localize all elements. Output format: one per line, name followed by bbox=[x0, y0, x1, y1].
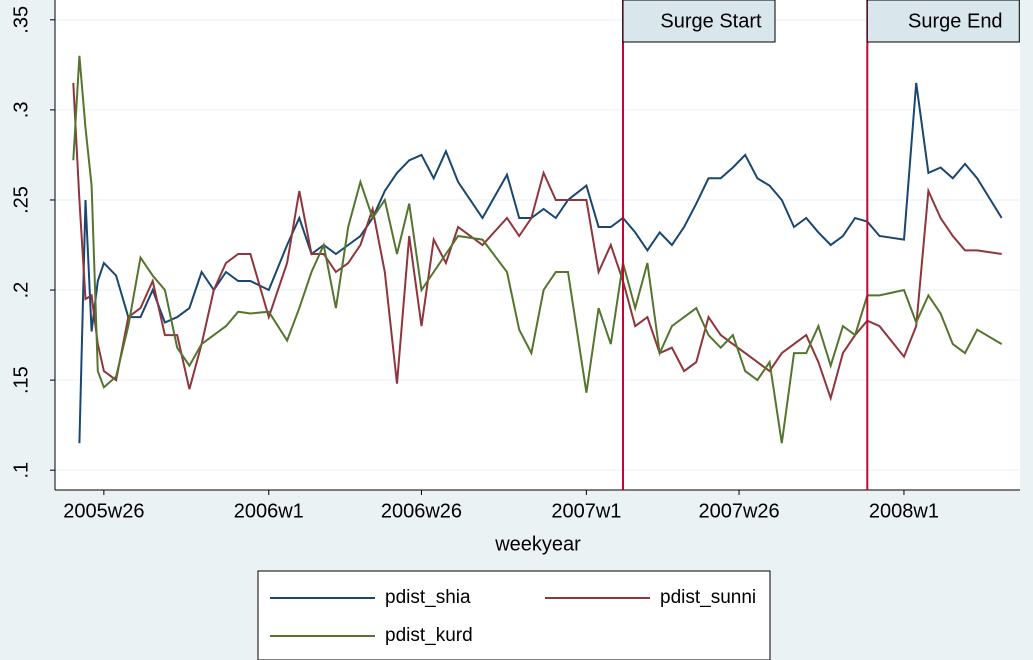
y-tick-label: .15 bbox=[10, 366, 32, 394]
x-tick-label: 2007w1 bbox=[551, 500, 621, 522]
annotation-box bbox=[866, 0, 1020, 43]
y-tick-label: .1 bbox=[10, 462, 32, 479]
y-tick-label: .35 bbox=[10, 6, 32, 34]
legend-label: pdist_kurd bbox=[385, 625, 473, 646]
y-tick-label: .3 bbox=[10, 102, 32, 119]
plot-area bbox=[55, 0, 1020, 490]
annotation-label: Surge End bbox=[908, 10, 1003, 32]
annotation-label: Surge Start bbox=[660, 10, 762, 32]
line bbox=[72, 82, 1002, 402]
y-tick-label: .2 bbox=[10, 282, 32, 299]
x-tick-label: 2005w26 bbox=[63, 500, 144, 522]
legend-label: pdist_shia bbox=[385, 587, 471, 608]
y-tick-label: .25 bbox=[10, 186, 32, 214]
annotation-box bbox=[622, 0, 776, 43]
x-axis-label: weekyear bbox=[494, 533, 581, 555]
x-tick-label: 2006w26 bbox=[381, 500, 462, 522]
legend bbox=[257, 570, 771, 660]
x-tick-label: 2007w26 bbox=[698, 500, 779, 522]
x-tick-label: 2006w1 bbox=[234, 500, 304, 522]
x-tick-label: 2008w1 bbox=[869, 500, 939, 522]
line bbox=[72, 55, 1003, 444]
legend-label: pdist_sunni bbox=[660, 587, 756, 608]
